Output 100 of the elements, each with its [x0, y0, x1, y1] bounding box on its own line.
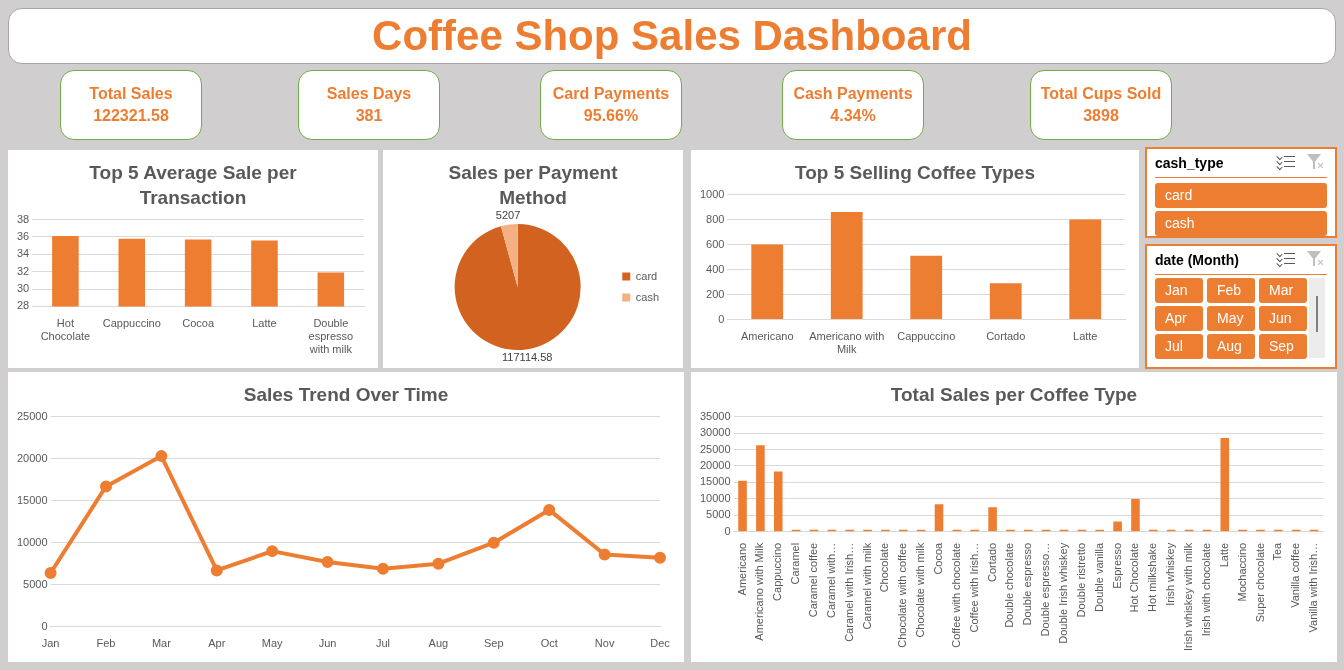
- x-tick-label: Cortado: [985, 542, 998, 582]
- x-tick-label: Mar: [151, 637, 172, 650]
- point: [654, 551, 666, 564]
- x-tick-label: Mochaccino: [1235, 542, 1248, 602]
- y-tick-label: 10000: [699, 491, 731, 504]
- x-tick-label: Americano with Milk: [809, 330, 885, 356]
- x-tick-label: Jul: [375, 637, 391, 650]
- y-tick-label: 30: [16, 282, 30, 295]
- chart-title: Top 5 Selling Coffee Types: [794, 161, 1036, 185]
- x-tick-label: Chocolate with milk: [914, 542, 927, 638]
- point: [321, 556, 334, 569]
- category-label: Cash Payments: [792, 84, 914, 104]
- x-tick-label: Double ristretto: [1074, 542, 1087, 618]
- x-tick-label: Vanilla coffee: [1289, 542, 1302, 608]
- x-tick-label: Double espresso…: [1039, 542, 1052, 637]
- x-tick-label: Tea: [1271, 541, 1284, 561]
- y-tick-label: 0: [718, 312, 725, 325]
- point: [432, 557, 445, 570]
- category-label: Card Payments: [551, 84, 671, 104]
- x-tick-label: Dec: [650, 637, 671, 650]
- point: [543, 503, 556, 516]
- x-tick-label: Jan: [41, 637, 60, 650]
- x-tick-label: Coffee with chocolate: [949, 542, 962, 648]
- bar: [1069, 219, 1102, 320]
- x-tick-label: Chocolate: [878, 542, 891, 593]
- category-label: Mar: [1259, 278, 1307, 303]
- y-tick-label: 38: [16, 212, 30, 225]
- bar: [756, 445, 765, 532]
- y-tick-label: 1000: [699, 187, 725, 200]
- x-tick-label: Oct: [540, 637, 558, 650]
- x-tick-label: Caramel with Irish…: [842, 542, 855, 642]
- x-tick-label: Espresso: [1110, 542, 1123, 589]
- bar: [773, 471, 783, 532]
- x-tick-label: Caramel: [789, 542, 802, 585]
- x-tick-label: Double chocolate: [1003, 542, 1016, 628]
- x-tick-label: Double vanilla: [1092, 541, 1105, 612]
- x-tick-label: Irish whiskey: [1164, 542, 1177, 606]
- x-tick-label: Cocoa: [932, 541, 945, 575]
- text: 95.66%: [583, 107, 639, 124]
- x-tick-label: Hot Chocolate: [40, 317, 91, 343]
- x-tick-label: Americano: [735, 542, 748, 596]
- x-tick-label: Latte: [1073, 330, 1098, 343]
- bar: [1131, 498, 1140, 532]
- point: [487, 536, 500, 549]
- x-tick-label: Americano: [740, 330, 794, 343]
- y-tick-label: 25000: [699, 442, 731, 455]
- chart-title: Sales Trend Over Time: [242, 383, 450, 407]
- y-tick-label: 0: [41, 619, 48, 632]
- data-label: 5207: [495, 208, 521, 221]
- point: [99, 480, 112, 493]
- x-tick-label: Super chocolate: [1253, 542, 1266, 623]
- point: [44, 566, 57, 579]
- text: 4.34%: [830, 107, 876, 124]
- x-tick-label: Hot milkshake: [1146, 542, 1159, 612]
- category-label: Total Sales: [88, 84, 174, 104]
- x-tick-label: Coffee with Irish…: [967, 542, 980, 633]
- x-tick-label: Cortado: [986, 330, 1026, 343]
- y-tick-label: 15000: [699, 475, 731, 488]
- x-tick-label: Nov: [594, 637, 615, 650]
- chart-title: Sales per Payment Method: [447, 161, 619, 210]
- bar: [738, 480, 747, 532]
- x-tick-label: Cappuccino: [771, 542, 784, 601]
- text: date (Month): [1155, 252, 1239, 268]
- text: 3898: [1083, 107, 1119, 124]
- legend-label: card: [635, 269, 658, 282]
- legend-label: cash: [635, 290, 660, 303]
- category-label: cash: [1155, 211, 1327, 236]
- category-label: Feb: [1207, 278, 1255, 303]
- y-tick-label: 600: [706, 237, 725, 250]
- x-tick-label: Latte: [1217, 542, 1230, 568]
- x-tick-label: Aug: [428, 637, 449, 650]
- x-tick-label: Double Irish whiskey: [1057, 542, 1070, 644]
- x-tick-label: Irish with chocolate: [1199, 542, 1212, 637]
- x-tick-label: Chocolate with coffee: [896, 542, 909, 648]
- text: cash_type: [1155, 155, 1224, 171]
- bar: [1113, 521, 1122, 532]
- y-tick-label: 20000: [16, 451, 48, 464]
- x-tick-label: May: [261, 637, 284, 650]
- category-label: Total Cups Sold: [1039, 84, 1163, 104]
- y-tick-label: 10000: [16, 535, 48, 548]
- category-label: card: [1155, 183, 1327, 208]
- y-tick-label: 5000: [23, 577, 48, 590]
- point: [377, 562, 389, 575]
- y-tick-label: 0: [724, 524, 731, 537]
- x-tick-label: Americano with Milk: [753, 542, 766, 641]
- y-tick-label: 34: [16, 247, 30, 260]
- y-tick-label: 5000: [706, 508, 731, 521]
- point: [155, 450, 168, 463]
- point: [266, 545, 279, 558]
- y-tick-label: 28: [16, 299, 30, 312]
- bar: [934, 504, 944, 532]
- data-label: 117114.58: [502, 351, 553, 364]
- y-tick-label: 20000: [699, 459, 731, 472]
- y-tick-label: 800: [706, 212, 725, 225]
- y-tick-label: 25000: [16, 409, 48, 422]
- x-tick-label: Caramel with…: [824, 542, 837, 618]
- text: 381: [355, 107, 383, 124]
- x-tick-label: Jun: [318, 637, 337, 650]
- chart-title: Total Sales per Coffee Type: [889, 383, 1139, 407]
- bar: [751, 244, 784, 320]
